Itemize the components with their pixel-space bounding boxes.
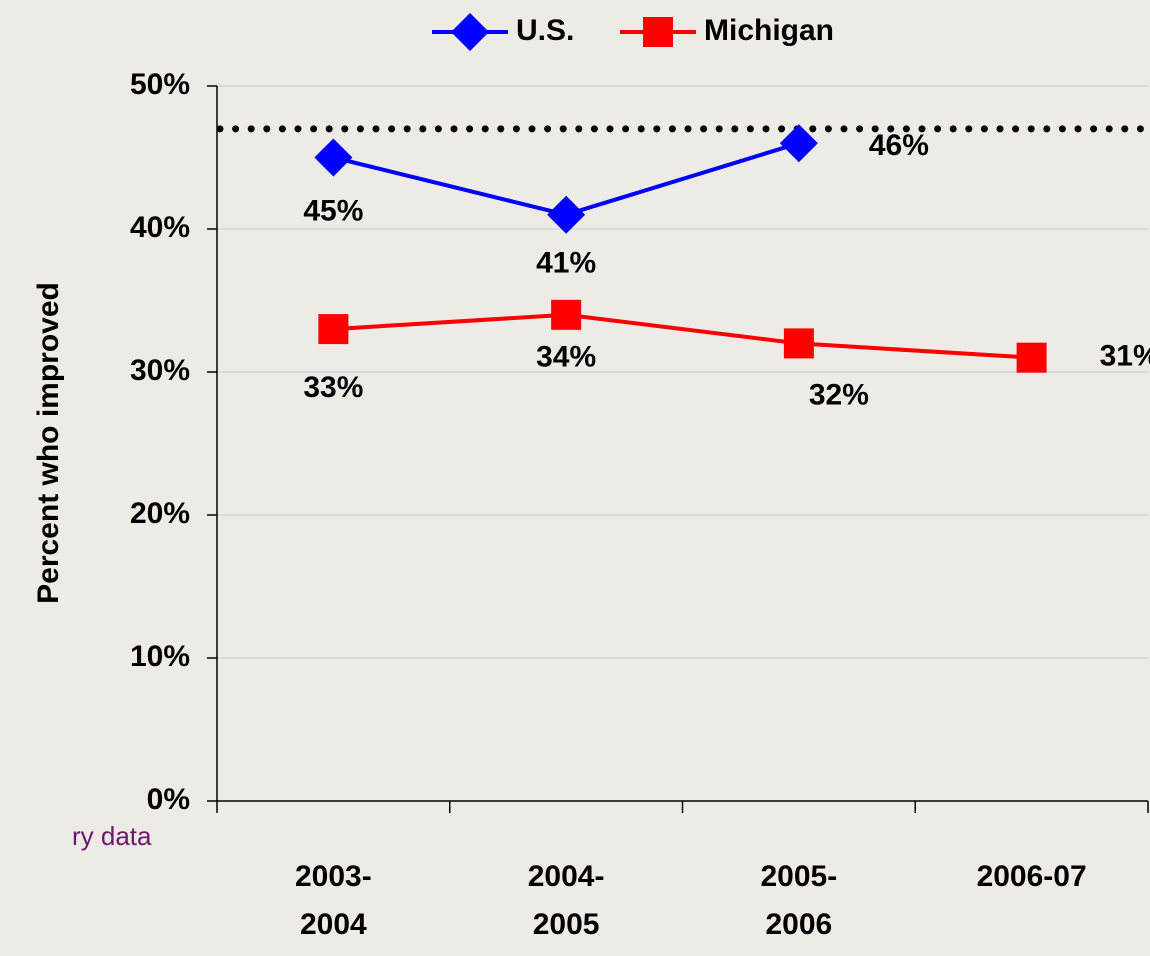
y-tick-label: 0% [147, 783, 190, 816]
x-tick-label: 2004-2005 [528, 860, 605, 941]
x-tick-label: 2005-2006 [761, 860, 838, 941]
y-tick-label: 40% [130, 211, 190, 244]
data-label: 45% [303, 194, 363, 227]
y-tick-label: 30% [130, 354, 190, 387]
legend-marker [451, 13, 489, 51]
y-tick-label: 10% [130, 640, 190, 673]
data-point [779, 124, 818, 163]
data-label: 31% [1100, 340, 1150, 373]
data-label: 33% [303, 371, 363, 404]
data-label: 41% [536, 247, 596, 280]
series-line [333, 312, 1032, 360]
y-axis-label: Percent who improved [32, 282, 65, 604]
x-tick-label: 2003-2004 [295, 860, 372, 941]
data-point [318, 314, 349, 345]
data-label: 34% [536, 341, 596, 374]
legend-label: Michigan [704, 14, 834, 47]
y-tick-label: 50% [130, 68, 190, 101]
source-note: ry data [72, 821, 152, 851]
data-label: 32% [809, 378, 869, 411]
data-point [783, 328, 814, 359]
data-point [314, 138, 353, 177]
y-tick-label: 20% [130, 497, 190, 530]
x-tick-label: 2006-07 [977, 860, 1087, 893]
legend-label: U.S. [516, 14, 574, 47]
legend-marker [643, 17, 673, 47]
data-point [1016, 342, 1047, 373]
data-label: 46% [869, 129, 929, 162]
data-point [547, 195, 586, 234]
data-point [551, 299, 582, 330]
